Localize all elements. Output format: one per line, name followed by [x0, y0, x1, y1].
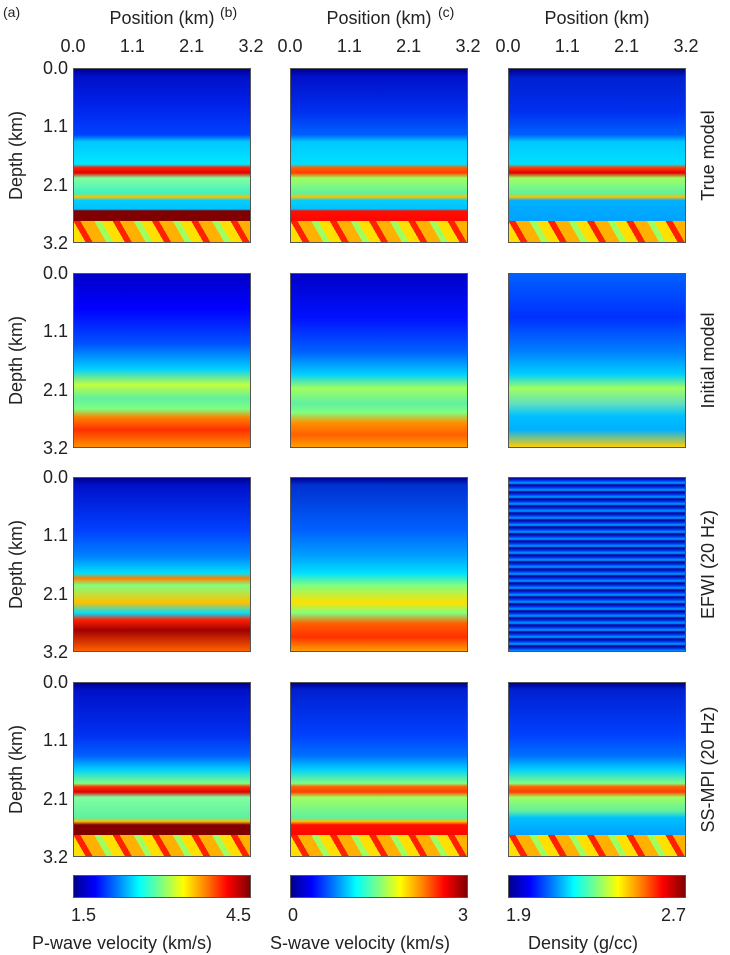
x-tick-label: 1.1 — [554, 36, 580, 56]
panel-label: (a) — [3, 4, 21, 20]
x-tick-label: 2.1 — [179, 36, 205, 56]
colorbar-min-label: 0 — [288, 905, 299, 925]
colorbar — [73, 875, 251, 898]
heatmap-panel-init-1 — [290, 273, 468, 448]
x-tick-label: 3.2 — [238, 36, 264, 56]
y-tick-label: 0.0 — [42, 263, 68, 283]
colorbar-min-label: 1.5 — [71, 905, 97, 925]
heatmap-panel-true-1 — [290, 68, 468, 243]
heatmap-panel-mpi-1 — [290, 682, 468, 857]
y-tick-label: 0.0 — [42, 58, 68, 78]
x-tick-label: 1.1 — [336, 36, 362, 56]
dipping-layers — [74, 221, 250, 242]
colorbar-min-label: 1.9 — [506, 905, 532, 925]
heatmap-panel-efwi-2 — [508, 477, 686, 652]
colorbar-label: Density (g/cc) — [528, 933, 639, 953]
y-tick-label: 3.2 — [42, 847, 68, 867]
dipping-layers — [74, 835, 250, 856]
y-tick-label: 2.1 — [42, 583, 68, 604]
y-tick-label: 1.1 — [42, 321, 68, 342]
y-tick-label: 3.2 — [42, 438, 68, 458]
x-tick-label: 3.2 — [455, 36, 481, 56]
x-tick-label: 3.2 — [673, 36, 699, 56]
row-label: SS-MPI (20 Hz) — [698, 706, 718, 833]
y-tick-label: 3.2 — [42, 233, 68, 253]
x-tick-label: 0.0 — [495, 36, 521, 56]
y-tick-label: 0.0 — [42, 672, 68, 692]
dipping-layers — [509, 835, 685, 856]
y-axis-title: Depth (km) — [6, 111, 26, 201]
x-axis-title: Position (km) — [109, 8, 215, 28]
colorbar-max-label: 4.5 — [225, 905, 251, 925]
heatmap-panel-true-0 — [73, 68, 251, 243]
y-tick-label: 3.2 — [42, 642, 68, 662]
heatmap-panel-mpi-0 — [73, 682, 251, 857]
y-axis-title: Depth (km) — [6, 520, 26, 610]
row-label: Initial model — [698, 312, 718, 409]
heatmap-panel-mpi-2 — [508, 682, 686, 857]
x-tick-label: 0.0 — [277, 36, 303, 56]
x-tick-label: 2.1 — [396, 36, 422, 56]
colorbar-label: S-wave velocity (km/s) — [270, 933, 451, 953]
colorbar-label: P-wave velocity (km/s) — [32, 933, 213, 953]
heatmap-panel-efwi-1 — [290, 477, 468, 652]
y-tick-label: 2.1 — [42, 379, 68, 400]
heatmap-panel-efwi-0 — [73, 477, 251, 652]
panel-label: (c) — [438, 4, 455, 20]
y-tick-label: 1.1 — [42, 116, 68, 137]
y-tick-label: 0.0 — [42, 467, 68, 487]
y-tick-label: 2.1 — [42, 788, 68, 809]
heatmap-panel-true-2 — [508, 68, 686, 243]
row-label: EFWI (20 Hz) — [698, 510, 718, 620]
x-tick-label: 0.0 — [60, 36, 86, 56]
colorbar-max-label: 3 — [457, 905, 468, 925]
dipping-layers — [291, 221, 467, 242]
y-tick-label: 1.1 — [42, 730, 68, 751]
x-axis-title: Position (km) — [326, 8, 432, 28]
heatmap-panel-init-2 — [508, 273, 686, 448]
y-axis-title: Depth (km) — [6, 725, 26, 815]
y-tick-label: 2.1 — [42, 174, 68, 195]
row-label: True model — [698, 110, 718, 201]
dipping-layers — [291, 835, 467, 856]
x-tick-label: 1.1 — [119, 36, 145, 56]
colorbar-max-label: 2.7 — [660, 905, 686, 925]
x-tick-label: 2.1 — [614, 36, 640, 56]
heatmap-panel-init-0 — [73, 273, 251, 448]
colorbar — [508, 875, 686, 898]
x-axis-title: Position (km) — [544, 8, 650, 28]
dipping-layers — [509, 221, 685, 242]
panel-label: (b) — [220, 4, 238, 20]
colorbar — [290, 875, 468, 898]
y-tick-label: 1.1 — [42, 525, 68, 546]
y-axis-title: Depth (km) — [6, 316, 26, 406]
